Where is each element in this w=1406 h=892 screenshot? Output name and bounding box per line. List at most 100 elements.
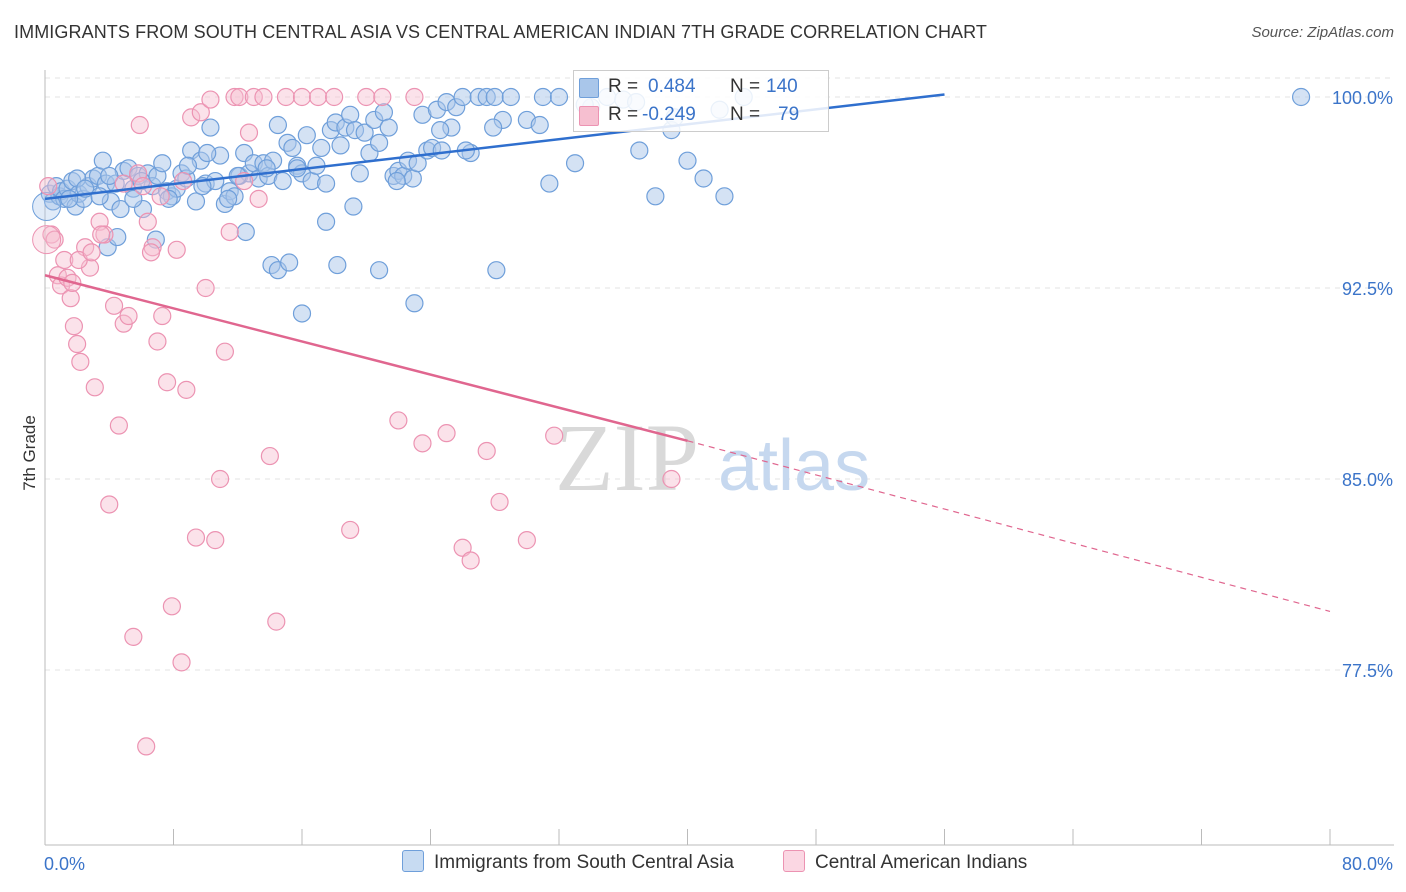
data-point-pink <box>55 250 74 270</box>
data-point-pink <box>260 446 279 466</box>
x-tick-label: 0.0% <box>44 854 85 874</box>
data-point-blue <box>280 253 299 272</box>
data-point-pink <box>157 373 177 392</box>
legend-r-value: 0.484 <box>648 76 696 97</box>
data-point-pink <box>201 90 220 109</box>
data-point-blue <box>59 189 79 208</box>
data-point-blue <box>153 154 172 173</box>
series-pink-points <box>32 87 681 756</box>
x-tick-label: 80.0% <box>1342 854 1393 874</box>
data-point-pink <box>137 737 156 756</box>
blue-swatch-icon <box>579 78 599 98</box>
data-point-pink <box>39 177 58 196</box>
data-point-pink <box>82 243 101 262</box>
correlation-legend: R = 0.484 N = 140 R = -0.249 N = 79 <box>573 70 829 132</box>
data-point-pink <box>177 380 196 399</box>
data-point-blue <box>374 103 394 122</box>
data-point-pink <box>210 469 230 489</box>
data-point-pink <box>186 528 206 547</box>
data-point-pink <box>461 551 480 570</box>
data-point-pink <box>71 352 90 371</box>
data-point-blue <box>283 138 302 158</box>
legend-n-value: 79 <box>778 104 800 125</box>
y-tick-labels: 77.5% 85.0% 92.5% 100.0% <box>1332 88 1393 681</box>
data-point-pink <box>141 243 161 262</box>
data-point-blue <box>201 118 220 137</box>
y-tick-label: 77.5% <box>1342 661 1393 681</box>
pink-swatch-icon <box>579 106 599 126</box>
data-point-pink <box>220 222 239 242</box>
data-point-pink <box>153 306 172 326</box>
data-point-blue <box>273 171 292 191</box>
y-axis-label: 7th Grade <box>20 415 39 491</box>
data-point-blue <box>453 87 472 107</box>
data-point-blue-large <box>32 192 62 222</box>
legend-n-value: 140 <box>766 76 798 97</box>
data-point-blue <box>198 143 217 163</box>
data-point-blue <box>90 187 109 206</box>
data-point-pink <box>225 87 244 107</box>
data-point-pink <box>413 434 432 453</box>
data-point-blue <box>403 169 422 188</box>
data-point-pink <box>92 225 111 244</box>
data-point-blue <box>484 118 503 137</box>
data-point-pink <box>109 416 128 435</box>
legend-item-blue: Immigrants from South Central Asia <box>402 850 734 874</box>
legend-n-label: N = <box>730 104 761 125</box>
data-point-blue <box>124 189 143 208</box>
y-tick-label: 100.0% <box>1332 88 1393 108</box>
data-point-pink <box>545 426 564 445</box>
data-point-blue <box>549 87 569 107</box>
data-point-blue <box>93 151 112 170</box>
legend-label: Central American Indians <box>815 852 1028 874</box>
data-point-blue <box>501 87 520 107</box>
data-point-blue <box>370 261 389 280</box>
data-point-blue <box>630 141 649 160</box>
data-point-blue <box>312 138 331 158</box>
data-point-pink <box>389 411 408 430</box>
data-point-pink <box>85 378 104 397</box>
legend-item-pink: Central American Indians <box>783 850 1028 874</box>
data-point-pink <box>325 87 344 107</box>
data-point-pink <box>124 627 143 646</box>
data-point-pink <box>130 115 149 135</box>
data-point-pink <box>490 492 509 512</box>
data-point-blue <box>485 87 504 107</box>
data-point-blue <box>533 87 553 107</box>
data-point-pink <box>45 230 64 249</box>
legend-row-blue: R = 0.484 N = 140 <box>574 73 828 101</box>
data-point-blue <box>100 166 119 186</box>
data-point-pink <box>267 612 286 631</box>
legend-r-label: R = <box>608 104 639 125</box>
y-tick-label: 85.0% <box>1342 470 1393 490</box>
series-blue-points <box>32 87 1311 323</box>
trend-line-pink <box>44 274 688 443</box>
data-point-pink <box>151 187 170 206</box>
data-point-blue <box>565 154 585 173</box>
data-point-pink <box>249 189 268 208</box>
data-point-pink <box>230 87 249 107</box>
legend-r-label: R = <box>608 76 639 97</box>
watermark-zip: ZIP <box>555 404 699 511</box>
data-point-pink <box>104 296 124 315</box>
data-point-blue <box>344 197 363 216</box>
legend-n-label: N = <box>730 76 761 97</box>
data-point-blue <box>431 121 450 140</box>
data-point-pink <box>100 495 119 514</box>
data-point-blue <box>316 174 336 193</box>
data-point-pink <box>239 123 259 142</box>
data-point-pink <box>292 87 312 107</box>
source-label: Source: ZipAtlas.com <box>1251 24 1394 41</box>
data-point-pink-large <box>32 225 62 255</box>
data-point-pink <box>477 441 496 461</box>
data-point-blue <box>292 304 312 323</box>
data-point-blue <box>341 105 360 124</box>
data-point-blue <box>111 199 130 219</box>
data-point-pink <box>244 87 263 107</box>
data-point-blue <box>236 222 255 242</box>
legend-row-pink: R = -0.249 N = 79 <box>574 101 828 129</box>
chart-title: IMMIGRANTS FROM SOUTH CENTRAL ASIA VS CE… <box>14 22 988 42</box>
x-tick-labels: 0.0% 80.0% <box>44 854 1393 874</box>
data-point-pink <box>276 87 296 107</box>
